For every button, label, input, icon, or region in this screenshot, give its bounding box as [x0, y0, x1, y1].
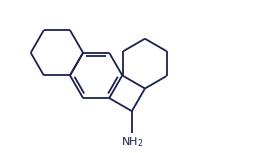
Text: NH$_2$: NH$_2$ — [121, 135, 143, 149]
